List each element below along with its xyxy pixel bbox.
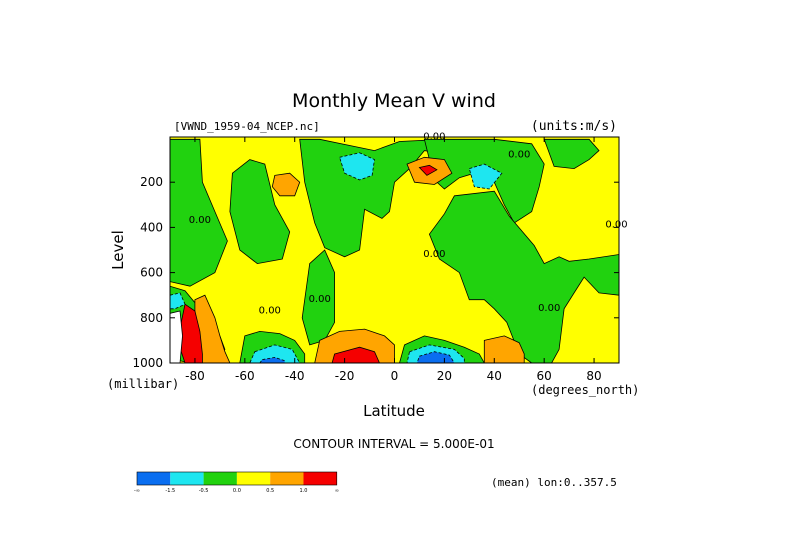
contour-label: 0.00 bbox=[423, 249, 445, 260]
x-tick-label: 40 bbox=[487, 369, 502, 383]
contour-region-neg1 bbox=[543, 138, 600, 170]
x-tick-label: -80 bbox=[185, 369, 205, 383]
legend-label: -1.5 bbox=[165, 488, 175, 494]
plot-area bbox=[170, 137, 619, 363]
legend-label: 0.5 bbox=[266, 488, 274, 494]
contour-region-neg3 bbox=[259, 356, 286, 363]
contour-label: 0.00 bbox=[538, 303, 560, 314]
contour-label: 0.00 bbox=[259, 305, 281, 316]
x-tick-label: 0 bbox=[391, 369, 399, 383]
legend-swatch bbox=[303, 472, 337, 485]
contour-label: 0.00 bbox=[423, 131, 445, 142]
legend-swatch bbox=[236, 472, 271, 485]
legend-label: -∞ bbox=[134, 488, 140, 494]
x-tick-label: 20 bbox=[437, 369, 452, 383]
contour-region-neg2 bbox=[468, 163, 503, 190]
file-label: [VWND_1959-04_NCEP.nc] bbox=[174, 120, 320, 133]
contour-region-white bbox=[170, 310, 183, 363]
units-label: (units:m/s) bbox=[531, 119, 617, 134]
y-unit-label: (millibar) bbox=[107, 377, 179, 391]
contour-region-neg1 bbox=[170, 138, 228, 287]
x-tick-label: 80 bbox=[586, 369, 601, 383]
legend-label: 1.0 bbox=[300, 488, 308, 494]
contour-labels: 0.00 0.00 0.00 0.00 0.00 0.00 0.00 0.00 bbox=[189, 131, 628, 316]
legend-swatch bbox=[170, 472, 204, 485]
y-tick-label: 600 bbox=[140, 266, 163, 280]
x-tick-label: 60 bbox=[537, 369, 552, 383]
contour-region-neg2 bbox=[249, 344, 301, 363]
contour-region-neg3 bbox=[416, 351, 455, 363]
y-axis-label: Level bbox=[109, 230, 127, 270]
contour-region-neg1 bbox=[299, 138, 450, 258]
contour-region-neg2 bbox=[170, 292, 186, 310]
contour-region-pos2 bbox=[331, 346, 380, 363]
legend-swatch bbox=[137, 472, 171, 485]
legend-label: 0.0 bbox=[233, 488, 241, 494]
x-axis: -80 -60 -40 -20 0 20 40 60 80 bbox=[185, 137, 602, 383]
x-tick-label: -40 bbox=[285, 369, 305, 383]
contour-region-neg1 bbox=[428, 190, 619, 363]
color-legend: -∞ -1.5 -0.5 0.0 0.5 1.0 ∞ bbox=[134, 471, 339, 494]
legend-frame bbox=[136, 471, 338, 486]
x-unit-label: (degrees_north) bbox=[531, 383, 639, 397]
mean-label: (mean) lon:0..357.5 bbox=[491, 476, 617, 489]
y-axis: 200 400 600 800 1000 bbox=[132, 175, 619, 370]
chart-title: Monthly Mean V wind bbox=[292, 90, 496, 112]
legend-label: -0.5 bbox=[199, 488, 209, 494]
contour-label: 0.00 bbox=[605, 219, 627, 230]
contour-regions bbox=[170, 138, 619, 363]
x-tick-label: -60 bbox=[235, 369, 255, 383]
contour-region-pos1 bbox=[271, 172, 301, 197]
legend-swatch bbox=[203, 472, 237, 485]
y-tick-label: 200 bbox=[140, 175, 163, 189]
contour-interval-label: CONTOUR INTERVAL = 5.000E-01 bbox=[293, 437, 494, 451]
contour-region-neg1 bbox=[423, 138, 545, 224]
x-tick-label: -20 bbox=[335, 369, 355, 383]
contour-region-pos1 bbox=[483, 335, 525, 363]
contour-label: 0.00 bbox=[508, 149, 530, 160]
y-tick-label: 400 bbox=[140, 220, 163, 234]
contour-region-pos2 bbox=[418, 164, 438, 176]
contour-region-neg2 bbox=[339, 152, 375, 181]
contour-label: 0.00 bbox=[189, 215, 211, 226]
legend-swatch bbox=[270, 472, 304, 485]
contour-label: 0.00 bbox=[309, 294, 331, 305]
legend-label: ∞ bbox=[335, 488, 339, 494]
contour-region-neg1 bbox=[229, 159, 291, 265]
y-tick-label: 1000 bbox=[132, 356, 163, 370]
contour-region-neg1 bbox=[301, 249, 336, 346]
x-axis-label: Latitude bbox=[363, 402, 425, 420]
y-tick-label: 800 bbox=[140, 311, 163, 325]
